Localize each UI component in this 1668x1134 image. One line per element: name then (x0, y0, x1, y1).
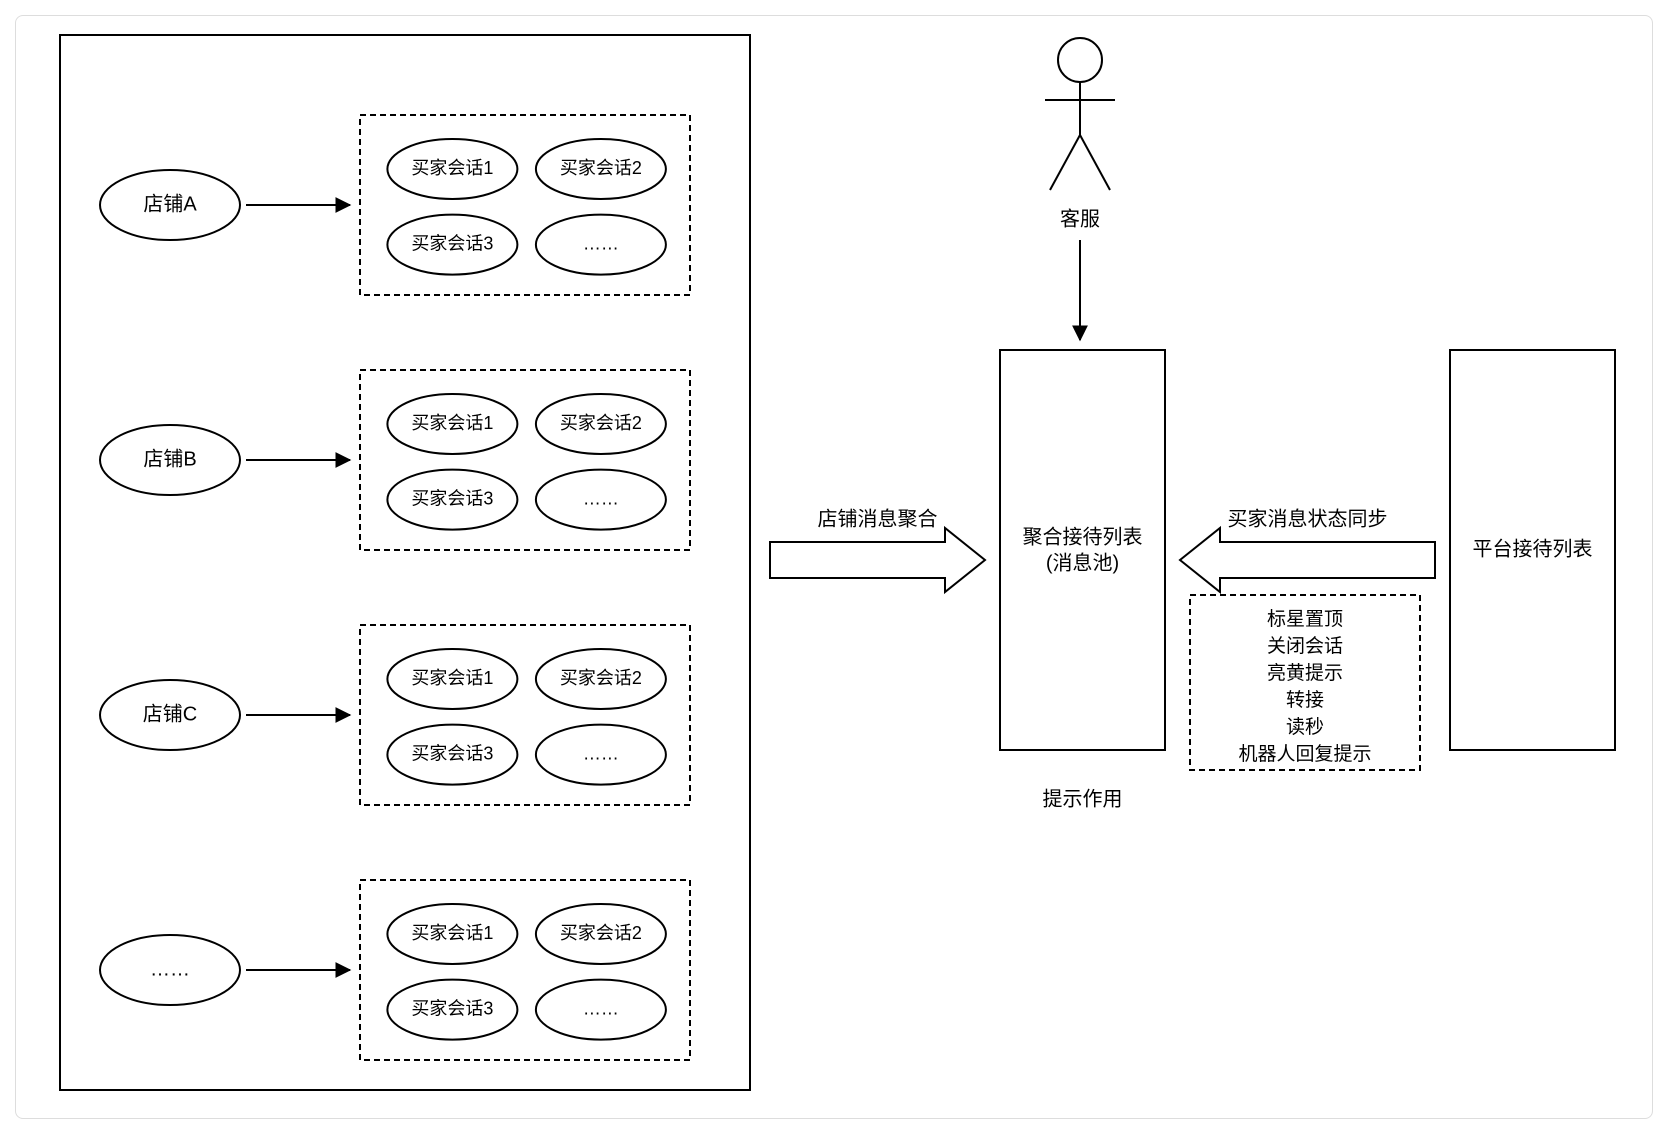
diagram-canvas: 店铺A买家会话1买家会话2买家会话3……店铺B买家会话1买家会话2买家会话3……… (0, 0, 1668, 1134)
outer-frame (15, 15, 1653, 1119)
